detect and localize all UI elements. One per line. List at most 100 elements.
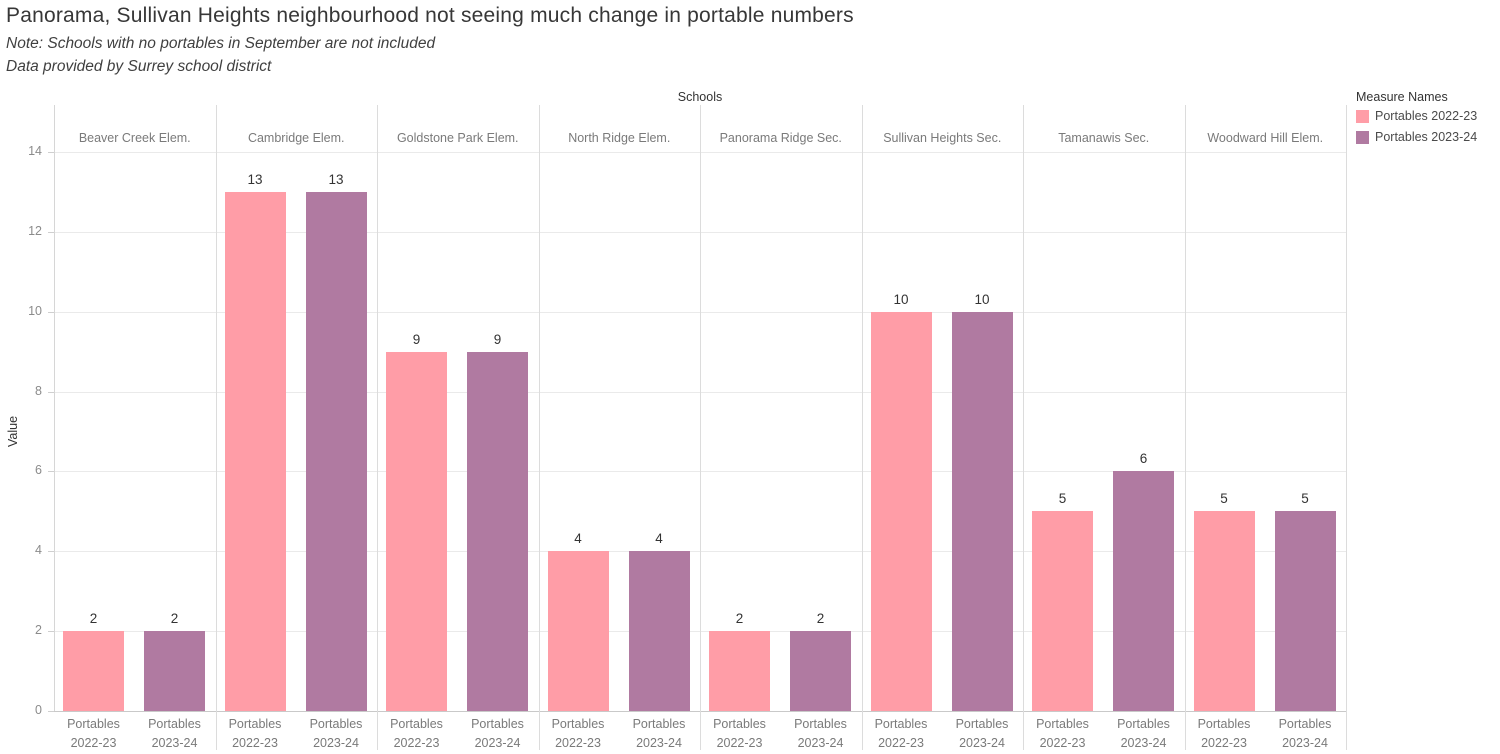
bar[interactable] (144, 631, 205, 711)
bar-axis-label-line: Portables (1117, 717, 1170, 731)
bar-value-label: 5 (1058, 491, 1067, 507)
y-tick-label: 4 (35, 543, 42, 558)
bar-axis-label-line: Portables (713, 717, 766, 731)
chart-data-source: Data provided by Surrey school district (6, 58, 272, 75)
bar-axis-label-line: Portables (1036, 717, 1089, 731)
bar-value-label: 10 (974, 291, 990, 307)
bar-axis-label: Portables 2023-24 (1104, 715, 1184, 753)
bar[interactable] (951, 311, 1013, 711)
bar-value-label: 2 (89, 611, 98, 627)
bar-axis-label: Portables 2022-23 (215, 715, 295, 753)
bar-axis-label-line: 2023-24 (313, 736, 359, 750)
bar-axis-label-line: Portables (1278, 717, 1332, 731)
bar-value-label: 2 (816, 611, 825, 627)
y-axis-line (54, 105, 55, 711)
y-tick-mark (48, 391, 54, 393)
bar[interactable] (1193, 511, 1255, 711)
legend-items: Portables 2022-23 Portables 2023-24 (1356, 109, 1498, 144)
legend: Measure Names Portables 2022-23 Portables… (1356, 90, 1498, 151)
y-tick-mark (48, 471, 54, 473)
bar-axis-label: Portables 2023-24 (619, 715, 699, 753)
bar-axis-label-line: 2023-24 (636, 736, 682, 750)
bar-value-label: 6 (1139, 451, 1148, 467)
bar-axis-label-line: Portables (148, 717, 201, 731)
bar-axis-label-line: 2022-23 (716, 736, 763, 750)
bar[interactable] (1113, 471, 1174, 711)
legend-item-label: Portables 2022-23 (1375, 109, 1478, 123)
panel-divider (215, 105, 217, 750)
bar[interactable] (386, 351, 447, 711)
bar-axis-label-line: 2023-24 (797, 736, 844, 750)
bar-axis-label: Portables 2022-23 (538, 715, 618, 753)
panel-divider (1346, 105, 1347, 750)
bar[interactable] (870, 311, 932, 711)
bar[interactable] (1274, 511, 1336, 711)
legend-item[interactable]: Portables 2022-23 (1356, 109, 1498, 123)
chart-title: Panorama, Sullivan Heights neighbourhood… (6, 4, 854, 27)
y-tick-mark (48, 311, 54, 313)
bar-axis-label-line: 2023-24 (1282, 736, 1328, 750)
panel-header: Panorama Ridge Sec. (719, 131, 842, 145)
bar-axis-label-line: Portables (228, 717, 282, 731)
bar-axis-label-line: 2023-24 (151, 736, 198, 750)
bar-axis-label-line: 2023-24 (474, 736, 521, 750)
legend-title: Measure Names (1356, 90, 1448, 104)
bar[interactable] (628, 551, 690, 711)
bar-axis-label-line: Portables (794, 717, 847, 731)
bar-axis-label: Portables 2023-24 (296, 715, 376, 753)
bar-value-label: 5 (1220, 491, 1228, 507)
panel-header: Beaver Creek Elem. (78, 131, 191, 145)
bar-axis-label: Portables 2022-23 (377, 715, 457, 753)
panel-header: North Ridge Elem. (568, 131, 671, 145)
bar-axis-label: Portables 2022-23 (700, 715, 780, 753)
panel-header: Cambridge Elem. (247, 131, 345, 145)
y-tick-label: 10 (28, 303, 42, 318)
y-tick-label: 6 (35, 463, 42, 478)
panel-divider (538, 105, 540, 750)
panel-divider (1023, 105, 1024, 750)
bar[interactable] (224, 191, 286, 711)
bar-axis-label-line: Portables (67, 717, 120, 731)
bar-value-label: 2 (170, 611, 179, 627)
bar-axis-label: Portables 2023-24 (942, 715, 1022, 753)
bar-axis-label-line: 2022-23 (878, 736, 924, 750)
bar-value-label: 9 (493, 331, 502, 347)
bar[interactable] (709, 631, 770, 711)
panel-header: Goldstone Park Elem. (396, 131, 519, 145)
bar[interactable] (305, 191, 367, 711)
bar-axis-label-line: 2023-24 (1120, 736, 1167, 750)
bar-axis-label-line: Portables (309, 717, 363, 731)
bar-value-label: 4 (655, 531, 663, 547)
bar[interactable] (547, 551, 609, 711)
bar-axis-label-line: Portables (551, 717, 605, 731)
bar-value-label: 10 (893, 291, 909, 307)
bar-axis-label-line: 2022-23 (1201, 736, 1247, 750)
y-tick-mark (48, 631, 54, 633)
bar-axis-label-line: 2022-23 (555, 736, 601, 750)
bar-axis-label-line: 2022-23 (70, 736, 117, 750)
y-tick-mark (48, 551, 54, 553)
bar-value-label: 5 (1301, 491, 1309, 507)
bar-axis-label-line: Portables (955, 717, 1009, 731)
bar-value-label: 2 (735, 611, 744, 627)
bar-value-label: 4 (574, 531, 582, 547)
panel-divider (377, 105, 378, 750)
bar[interactable] (467, 351, 528, 711)
bar[interactable] (1032, 511, 1093, 711)
bar-axis-label: Portables 2022-23 (1184, 715, 1264, 753)
bar-axis-label-line: 2023-24 (959, 736, 1005, 750)
legend-item[interactable]: Portables 2023-24 (1356, 130, 1498, 144)
y-tick-mark (48, 152, 54, 153)
bar-axis-label-line: 2022-23 (232, 736, 278, 750)
bar-axis-label-line: Portables (632, 717, 686, 731)
y-tick-label: 8 (35, 383, 42, 398)
legend-item-label: Portables 2023-24 (1375, 130, 1478, 144)
bar-axis-label: Portables 2023-24 (1265, 715, 1345, 753)
bar-axis-label: Portables 2022-23 (1023, 715, 1103, 753)
bar[interactable] (63, 631, 124, 711)
chart-note: Note: Schools with no portables in Septe… (6, 35, 436, 52)
bar[interactable] (790, 631, 851, 711)
y-tick-mark (48, 711, 54, 712)
